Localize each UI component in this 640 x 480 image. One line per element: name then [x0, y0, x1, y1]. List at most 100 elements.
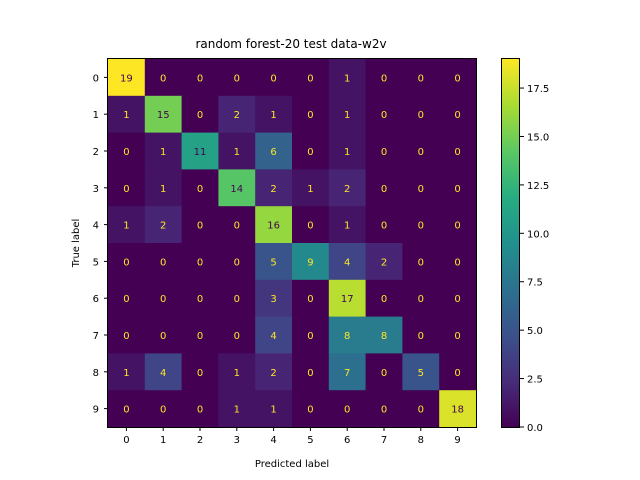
cell-value-label: 1 — [160, 147, 166, 158]
cell-value-label: 0 — [123, 147, 129, 158]
x-tick-label: 4 — [270, 435, 276, 446]
y-tick-label: 4 — [93, 221, 99, 232]
x-axis-ticks: 0 1 2 3 4 5 6 7 8 9 — [123, 427, 461, 446]
heatmap-cell — [365, 390, 403, 428]
cell-value-label: 0 — [123, 294, 129, 305]
y-axis-label: True label — [71, 219, 82, 269]
cell-value-label: 1 — [123, 221, 129, 232]
heatmap-cell — [218, 95, 256, 134]
cell-value-label: 0 — [197, 73, 203, 84]
colorbar-tick-label: 12.5 — [527, 181, 549, 192]
cell-value-label: 1 — [307, 184, 313, 195]
heatmap-cell — [218, 390, 256, 428]
heatmap-cell — [365, 279, 403, 318]
cell-value-label: 8 — [381, 331, 387, 342]
heatmap-cell — [365, 169, 403, 207]
cell-value-label: 4 — [270, 331, 276, 342]
x-tick-label: 5 — [307, 435, 313, 446]
heatmap-cell — [292, 390, 330, 428]
cell-value-label: 6 — [270, 147, 276, 158]
heatmap-cell — [439, 132, 477, 170]
heatmap-cell — [108, 243, 146, 281]
heatmap-cell — [255, 206, 293, 244]
cell-value-label: 0 — [234, 221, 240, 232]
cell-value-label: 18 — [451, 405, 464, 416]
cell-value-label: 2 — [344, 184, 350, 195]
colorbar-tick-label: 0.0 — [527, 423, 543, 434]
cell-value-label: 0 — [454, 368, 460, 379]
cell-value-label: 0 — [270, 73, 276, 84]
heatmap-cell — [255, 95, 293, 134]
cell-value-label: 0 — [418, 405, 424, 416]
cell-value-label: 0 — [234, 257, 240, 268]
x-tick-label: 1 — [160, 435, 166, 446]
heatmap-cell — [402, 353, 440, 391]
heatmap-cell — [439, 243, 477, 281]
heatmap-cell — [292, 132, 330, 170]
heatmap-cell — [255, 132, 293, 170]
cell-value-label: 0 — [123, 405, 129, 416]
cell-value-label: 0 — [307, 73, 313, 84]
cell-value-label: 0 — [381, 147, 387, 158]
x-tick-label: 0 — [123, 435, 129, 446]
cell-value-label: 0 — [381, 294, 387, 305]
heatmap-cell — [144, 353, 183, 391]
heatmap-cell — [218, 279, 256, 318]
x-tick-label: 2 — [197, 435, 203, 446]
cell-value-label: 0 — [344, 405, 350, 416]
heatmap-cell — [108, 206, 146, 244]
heatmap-cell — [181, 243, 219, 281]
cell-value-label: 0 — [123, 257, 129, 268]
heatmap-cell — [144, 169, 183, 207]
cell-value-label: 0 — [197, 331, 203, 342]
heatmap-cell — [402, 132, 440, 170]
heatmap-cell — [402, 316, 440, 354]
heatmap-cell — [181, 316, 219, 354]
heatmap-cell — [402, 59, 440, 97]
cell-value-label: 5 — [418, 368, 424, 379]
y-tick-label: 7 — [93, 331, 99, 342]
cell-value-label: 0 — [381, 110, 387, 121]
heatmap-cell — [108, 316, 146, 354]
cell-value-label: 0 — [418, 294, 424, 305]
cell-value-label: 1 — [344, 221, 350, 232]
heatmap-cell — [218, 353, 256, 391]
heatmap-cell — [402, 95, 440, 134]
cell-value-label: 8 — [344, 331, 350, 342]
heatmap-cell — [108, 353, 146, 391]
heatmap-cell — [181, 169, 219, 207]
colorbar-tick-label: 5.0 — [527, 326, 543, 337]
x-tick-label: 9 — [454, 435, 460, 446]
cell-value-label: 0 — [381, 73, 387, 84]
heatmap-cell — [218, 243, 256, 281]
cell-value-label: 0 — [307, 294, 313, 305]
cell-value-label: 0 — [234, 73, 240, 84]
cell-value-label: 0 — [418, 73, 424, 84]
cell-value-label: 0 — [160, 405, 166, 416]
heatmap-cell — [144, 316, 183, 354]
heatmap-cell — [255, 243, 293, 281]
heatmap-cell — [439, 316, 477, 354]
heatmap-cell — [181, 279, 219, 318]
cell-value-label: 0 — [307, 221, 313, 232]
x-tick-label: 7 — [381, 435, 387, 446]
y-tick-label: 1 — [93, 110, 99, 121]
heatmap-cell — [255, 353, 293, 391]
colorbar-tick-label: 15.0 — [527, 132, 549, 143]
heatmap-cell — [402, 390, 440, 428]
heatmap-cell — [181, 206, 219, 244]
heatmap-cell — [439, 279, 477, 318]
cell-value-label: 0 — [307, 147, 313, 158]
colorbar-tick-label: 17.5 — [527, 84, 549, 95]
cell-value-label: 0 — [418, 184, 424, 195]
cell-value-label: 0 — [418, 147, 424, 158]
heatmap-cell — [218, 132, 256, 170]
heatmap-cell — [181, 390, 219, 428]
cell-value-label: 0 — [160, 73, 166, 84]
cell-value-label: 0 — [307, 368, 313, 379]
heatmap-cell — [328, 206, 367, 244]
cell-value-label: 17 — [341, 294, 354, 305]
cell-value-label: 0 — [160, 294, 166, 305]
heatmap-cell — [439, 353, 477, 391]
